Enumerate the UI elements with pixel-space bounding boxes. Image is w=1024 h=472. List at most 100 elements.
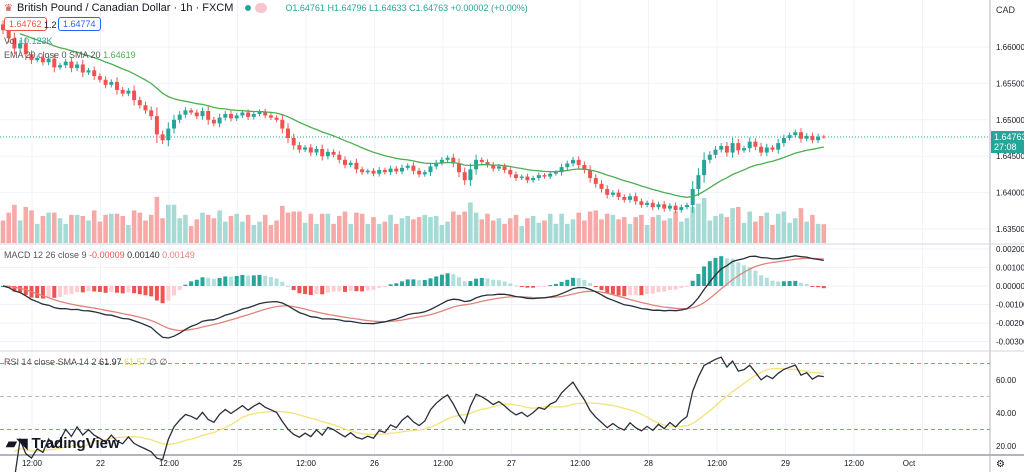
macd-histogram-bar xyxy=(514,285,518,287)
price-tick: 1.65000 xyxy=(996,116,1024,125)
candle-body xyxy=(776,143,781,150)
symbol-title[interactable]: British Pound / Canadian Dollar · 1h · F… xyxy=(16,2,234,14)
macd-histogram-bar xyxy=(365,286,370,291)
macd-histogram-bar xyxy=(645,286,650,295)
volume-bar xyxy=(673,211,678,243)
chart-header: ♛ British Pound / Canadian Dollar · 1h ·… xyxy=(4,2,528,14)
buy-price-button[interactable]: 1.64774 xyxy=(58,17,101,31)
macd-histogram-bar xyxy=(713,257,718,286)
volume-bar xyxy=(736,207,741,243)
candle-body xyxy=(320,148,325,157)
candle-body xyxy=(439,159,444,163)
macd-histogram-bar xyxy=(485,278,490,286)
macd-histogram-bar xyxy=(519,286,524,287)
volume-bar xyxy=(639,214,644,243)
candle-body xyxy=(297,145,302,150)
macd-histogram-bar xyxy=(793,280,798,286)
volume-bar xyxy=(251,225,257,243)
brand-name: TradingView xyxy=(31,435,120,452)
candle-body xyxy=(80,64,85,73)
macd-histogram-bar xyxy=(268,277,273,286)
macd-histogram-bar xyxy=(531,286,536,288)
volume-bar xyxy=(160,218,165,243)
macd-histogram-bar xyxy=(229,276,233,286)
candle-body xyxy=(1,24,5,31)
macd-histogram-bar xyxy=(679,286,684,289)
candle-body xyxy=(240,112,245,116)
volume-bar xyxy=(804,221,809,243)
volume-bar xyxy=(547,213,553,243)
volume-bar xyxy=(707,220,713,243)
time-tick: 27 xyxy=(507,459,516,468)
indicator-toggle-icon[interactable] xyxy=(255,3,268,13)
tradingview-logo[interactable]: ▰◥ TradingView xyxy=(6,435,120,452)
volume-bar xyxy=(171,204,177,243)
volume-bar xyxy=(633,217,638,243)
candle-body xyxy=(816,136,821,141)
currency-label[interactable]: CAD xyxy=(996,5,1016,15)
macd-histogram-bar xyxy=(457,277,461,286)
macd-tick: -0.00300 xyxy=(996,338,1024,347)
macd-histogram-bar xyxy=(360,286,365,292)
volume-bar xyxy=(319,213,325,243)
candle-body xyxy=(559,167,564,173)
candle-body xyxy=(360,169,365,173)
candle-body xyxy=(52,58,57,68)
volume-bar xyxy=(718,213,724,243)
candle-body xyxy=(303,147,308,150)
macd-legend: MACD 12 26 close 9 -0.00009 0.00140 0.00… xyxy=(4,250,195,260)
candle-body xyxy=(548,173,553,177)
macd-histogram-bar xyxy=(553,283,558,286)
high-value: H1.64796 xyxy=(327,3,367,13)
rsi-legend: RSI 14 close SMA 14 2 61.97 61.57 ∅ ∅ xyxy=(4,357,167,368)
macd-histogram-bar xyxy=(291,286,296,291)
candle-body xyxy=(536,175,541,179)
last-price-tag: 1.64763 27:08 xyxy=(991,131,1024,153)
candle-body xyxy=(736,143,741,151)
candle-body xyxy=(137,100,142,106)
candle-body xyxy=(365,170,370,173)
candle-body xyxy=(496,166,501,169)
volume-bar xyxy=(183,214,188,243)
volume-bar xyxy=(257,221,262,243)
macd-histogram-bar xyxy=(787,281,792,286)
candle-body xyxy=(263,111,268,116)
volume-bar xyxy=(52,212,57,243)
macd-label: MACD 12 26 close 9 xyxy=(4,250,87,260)
volume-bar xyxy=(86,220,91,243)
candle-body xyxy=(667,205,672,209)
settings-icon[interactable]: ⚙ xyxy=(996,459,1005,470)
candle-body xyxy=(588,170,593,179)
time-tick: 12:00 xyxy=(433,459,454,468)
volume-bar xyxy=(610,214,616,243)
macd-histogram-bar xyxy=(508,283,513,286)
candle-body xyxy=(394,168,399,172)
time-tick: 12:00 xyxy=(159,459,180,468)
volume-bar xyxy=(297,211,302,243)
macd-histogram-bar xyxy=(593,286,598,287)
volume-bar xyxy=(616,219,621,243)
volume-bar xyxy=(433,216,439,243)
macd-histogram-bar xyxy=(821,286,826,289)
macd-histogram-bar xyxy=(18,286,23,293)
candle-body xyxy=(6,30,11,39)
candle-body xyxy=(759,146,764,153)
volume-bar xyxy=(793,218,798,243)
volume-bar xyxy=(770,225,775,243)
macd-histogram-bar xyxy=(462,281,467,286)
volume-bar xyxy=(365,223,371,243)
macd-histogram-bar xyxy=(166,286,171,301)
close-value: C1.64763 xyxy=(409,3,449,13)
rsi-tick: 40.00 xyxy=(996,409,1017,418)
macd-histogram-bar xyxy=(764,277,769,286)
macd-histogram-bar xyxy=(97,286,102,292)
candle-body xyxy=(542,175,547,177)
candle-body xyxy=(223,113,228,118)
candle-body xyxy=(251,113,256,117)
volume-bar xyxy=(422,214,428,243)
macd-histogram-bar xyxy=(759,275,764,286)
macd-histogram-bar xyxy=(377,286,382,288)
candle-body xyxy=(177,114,182,120)
sell-price-button[interactable]: 1.64762 xyxy=(4,17,47,31)
